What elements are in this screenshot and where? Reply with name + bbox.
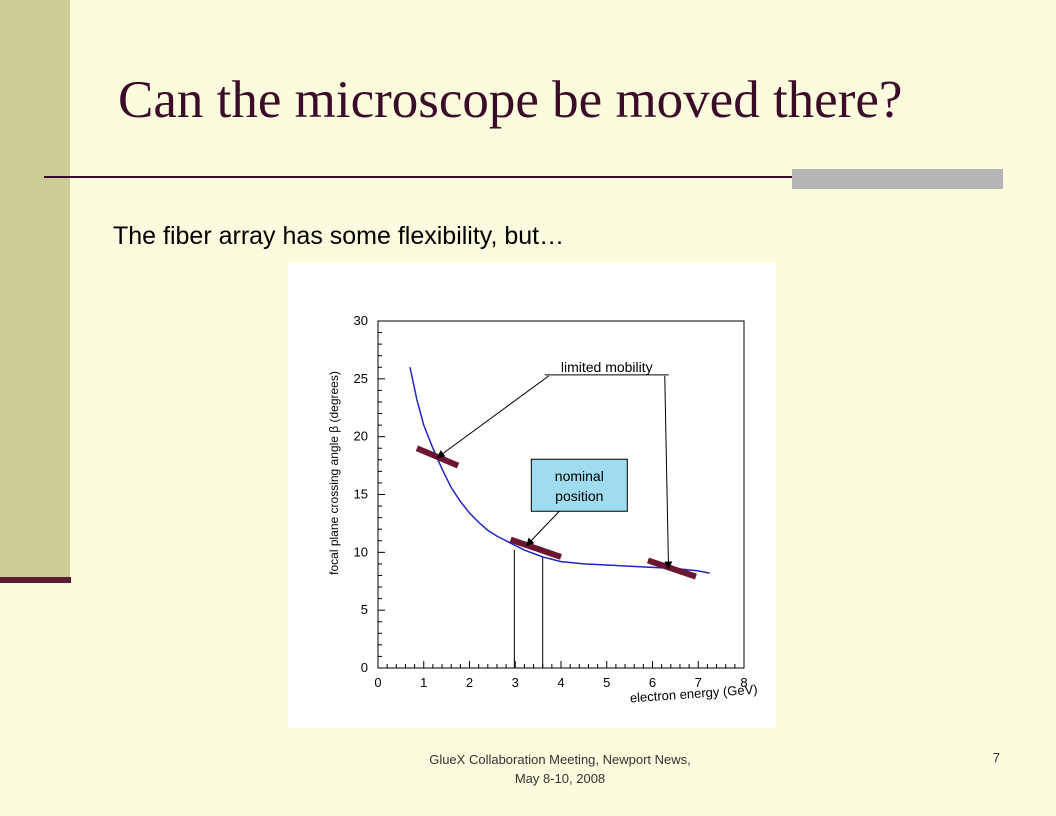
- slide-subtitle: The fiber array has some flexibility, bu…: [113, 222, 565, 250]
- x-tick-label: 1: [420, 675, 427, 690]
- y-tick-label: 0: [361, 660, 368, 675]
- nominal-position-line2: position: [555, 488, 603, 504]
- y-axis-label: focal plane crossing angle β (degrees): [327, 371, 341, 575]
- fiber-segment: [509, 536, 562, 560]
- arrow-to-middle-segment: [525, 510, 560, 547]
- arrow-to-right-segment: [664, 375, 673, 570]
- page-number: 7: [992, 750, 1000, 765]
- arrow-to-left-segment: [436, 375, 550, 459]
- x-tick-label: 3: [512, 675, 519, 690]
- limited-mobility-label: limited mobility: [561, 359, 653, 375]
- callout-limited-mobility: limited mobility: [436, 359, 673, 570]
- axis-tick-labels: 0 1 2 3 4 5 6 7 8 0 5 10 15 20 25 30: [354, 313, 748, 690]
- chart-figure: 0 1 2 3 4 5 6 7 8 0 5 10 15 20 25 30 electron energy (G…: [288, 263, 776, 728]
- vertical-markers: [513, 550, 544, 668]
- x-tick-label: 6: [649, 675, 656, 690]
- y-tick-label: 10: [354, 544, 368, 559]
- footer-meeting: GlueX Collaboration Meeting, Newport New…: [380, 750, 740, 788]
- footer-line2: May 8-10, 2008: [514, 771, 606, 786]
- left-decor-band: [0, 0, 70, 580]
- nominal-position-box: [530, 458, 628, 512]
- y-tick-label: 15: [354, 487, 368, 502]
- x-tick-label: 5: [603, 675, 610, 690]
- x-tick-label: 7: [695, 675, 702, 690]
- left-accent-bar: [0, 577, 71, 583]
- fiber-segment: [646, 557, 697, 580]
- x-tick-label: 2: [466, 675, 473, 690]
- title-rule: [44, 176, 1002, 178]
- y-tick-label: 30: [354, 313, 368, 328]
- y-tick-label: 25: [354, 371, 368, 386]
- callout-nominal-position: nominal position: [525, 458, 628, 547]
- y-tick-label: 20: [354, 429, 368, 444]
- slide-title: Can the microscope be moved there?: [118, 71, 903, 129]
- x-tick-label: 4: [557, 675, 564, 690]
- y-tick-label: 5: [361, 602, 368, 617]
- axis-ticks: [377, 320, 745, 669]
- title-rule-block: [792, 169, 1003, 189]
- series-curve: [409, 367, 710, 574]
- x-tick-label: 8: [740, 675, 747, 690]
- footer-line1: GlueX Collaboration Meeting, Newport New…: [429, 752, 691, 767]
- x-tick-label: 0: [374, 675, 381, 690]
- nominal-position-line1: nominal: [555, 468, 604, 484]
